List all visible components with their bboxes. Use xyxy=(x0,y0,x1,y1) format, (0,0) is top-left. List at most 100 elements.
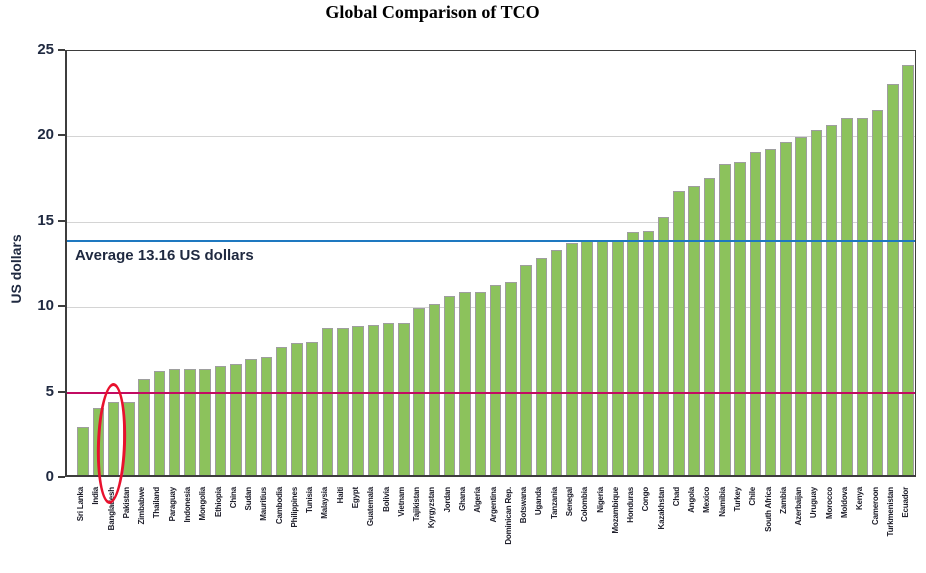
bar-senegal xyxy=(566,242,578,475)
bar-morocco xyxy=(825,124,838,475)
x-axis-label-kenya: Kenya xyxy=(855,487,865,511)
bar-sri-lanka xyxy=(77,427,89,475)
x-axis-label-ecuador: Ecuador xyxy=(901,487,911,518)
y-tick-mark-15 xyxy=(58,219,65,222)
bar-dominican-rep xyxy=(505,282,517,475)
bar-zambia xyxy=(780,141,792,475)
x-axis-label-morocco: Morocco xyxy=(824,487,834,519)
x-axis-label-ghana: Ghana xyxy=(458,487,467,511)
y-tick-mark-25 xyxy=(58,49,65,51)
bar-paraguay xyxy=(168,369,181,475)
bar-mexico xyxy=(703,177,716,475)
x-axis-label-moldova: Moldova xyxy=(840,487,849,519)
y-tick-label-25: 25 xyxy=(37,41,54,58)
bar-sudan xyxy=(245,358,257,475)
bar-thailand xyxy=(153,370,166,475)
reference-line-5 xyxy=(67,391,915,394)
x-axis-label-haiti: Haiti xyxy=(335,487,345,504)
x-axis-label-uganda: Uganda xyxy=(534,487,544,516)
x-axis-label-dominican-rep: Dominican Rep. xyxy=(503,487,513,545)
bar-turkey xyxy=(734,162,746,475)
bar-chad xyxy=(673,191,685,475)
bar-argentina xyxy=(489,285,502,475)
bar-turkmenistan xyxy=(887,83,899,475)
x-axis-label-mexico: Mexico xyxy=(702,487,712,513)
bar-kyrgyzstan xyxy=(428,304,441,475)
bar-mauritius xyxy=(260,357,273,475)
x-axis-label-kyrgyzstan: Kyrgyzstan xyxy=(427,487,437,529)
x-axis-label-cambodia: Cambodia xyxy=(274,487,284,525)
x-axis-label-botswana: Botswana xyxy=(519,487,529,524)
bar-indonesia xyxy=(184,369,196,475)
bar-south-africa xyxy=(764,148,777,475)
bar-jordan xyxy=(443,295,456,475)
x-axis-label-colombia: Colombia xyxy=(580,487,590,522)
x-axis-label-paraguay: Paraguay xyxy=(167,487,177,522)
y-tick-label-5: 5 xyxy=(45,382,54,400)
bar-bolivia xyxy=(382,323,395,475)
y-tick-label-15: 15 xyxy=(37,211,54,229)
x-axis-label-senegal: Senegal xyxy=(564,487,574,517)
x-axis-label-sudan: Sudan xyxy=(244,487,254,511)
x-axis-label-thailand: Thailand xyxy=(152,487,162,519)
bar-congo xyxy=(642,230,655,475)
bar-cameroon xyxy=(871,109,884,475)
x-axis-label-nigeria: Nigeria xyxy=(595,487,605,513)
bar-uganda xyxy=(535,258,548,475)
bar-colombia xyxy=(581,241,593,475)
bar-zimbabwe xyxy=(138,379,150,475)
x-axis-label-namibia: Namibia xyxy=(717,487,727,517)
x-axis-label-egypt: Egypt xyxy=(351,487,361,509)
x-axis-label-angola: Angola xyxy=(687,487,697,513)
grid-line-20 xyxy=(67,136,915,138)
x-axis-label-mozambique: Mozambique xyxy=(610,487,620,534)
bar-moldova xyxy=(841,118,853,475)
bar-botswana xyxy=(520,264,532,475)
x-axis-label-turkmenistan: Turkmenistan xyxy=(885,487,895,537)
chart-title: Global Comparison of TCO xyxy=(325,2,540,22)
bar-azerbaijan xyxy=(795,136,807,475)
x-axis-label-algeria: Algeria xyxy=(473,487,483,513)
bar-algeria xyxy=(474,292,487,475)
grid-line-15 xyxy=(67,221,915,223)
y-tick-label-20: 20 xyxy=(37,126,54,144)
x-axis-label-congo: Congo xyxy=(641,487,651,512)
x-axis-label-zambia: Zambia xyxy=(778,487,788,514)
bar-namibia xyxy=(719,164,731,475)
x-axis-label-chile: Chile xyxy=(748,487,758,506)
x-axis-label-turkey: Turkey xyxy=(733,487,743,512)
bar-vietnam xyxy=(398,323,410,475)
x-axis-label-tanzania: Tanzania xyxy=(549,487,559,520)
bar-mongolia xyxy=(199,369,211,475)
x-axis-label-cameroon: Cameroon xyxy=(870,487,880,525)
bar-china xyxy=(230,363,242,475)
x-axis-label-ethiopia: Ethiopia xyxy=(213,487,223,517)
bar-pakistan xyxy=(123,401,135,475)
bar-ghana xyxy=(459,292,471,475)
bar-india xyxy=(92,408,105,475)
bar-tajikistan xyxy=(413,307,425,475)
bar-bangladesh xyxy=(107,401,120,475)
x-axis-label-jordan: Jordan xyxy=(442,487,452,513)
bar-honduras xyxy=(627,232,639,475)
bar-kazakhstan xyxy=(657,217,670,475)
y-tick-mark-20 xyxy=(58,134,65,137)
x-axis-label-vietnam: Vietnam xyxy=(396,487,406,517)
bar-ethiopia xyxy=(214,365,227,475)
bar-ecuador xyxy=(902,65,914,475)
bar-cambodia xyxy=(275,346,288,475)
x-axis-label-pakistan: Pakistan xyxy=(121,487,131,519)
average-line xyxy=(67,239,915,243)
bar-tanzania xyxy=(550,249,563,475)
bar-angola xyxy=(688,186,700,475)
bar-guatemala xyxy=(367,324,380,475)
x-axis-label-guatemala: Guatemala xyxy=(366,487,376,527)
x-axis-label-chad: Chad xyxy=(671,487,681,507)
bar-uruguay xyxy=(810,129,823,475)
x-axis-label-china: China xyxy=(228,487,238,509)
x-axis-label-azerbaijan: Azerbaijan xyxy=(794,487,804,526)
x-axis-label-zimbabwe: Zimbabwe xyxy=(137,487,147,525)
x-axis-label-mauritius: Mauritius xyxy=(259,487,269,521)
bar-mozambique xyxy=(612,241,624,475)
